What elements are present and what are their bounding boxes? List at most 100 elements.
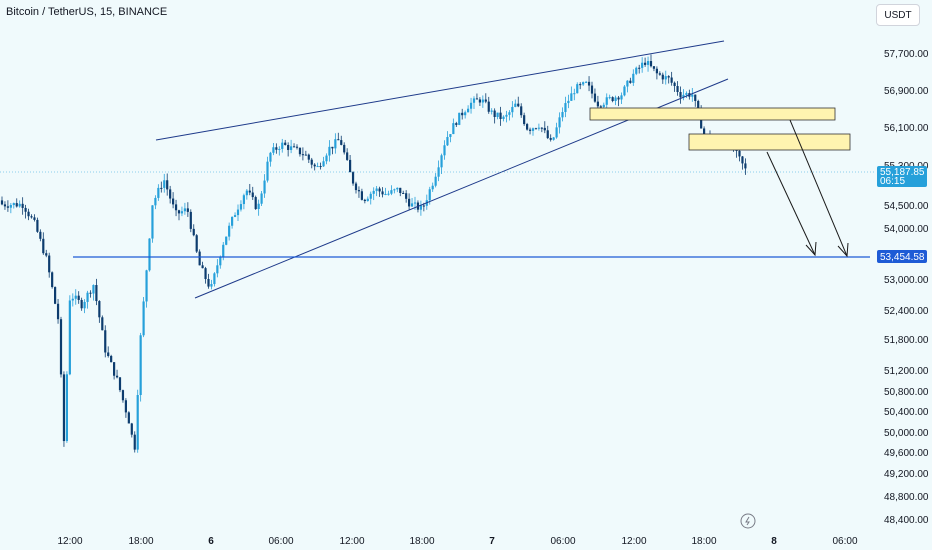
candle-down xyxy=(251,192,254,198)
candle-down xyxy=(186,208,189,212)
wedge-upper-trendline[interactable] xyxy=(155,40,725,141)
candle-down xyxy=(56,303,60,320)
candle-down xyxy=(744,163,747,169)
candle-up xyxy=(496,112,499,117)
candle-up xyxy=(626,80,629,87)
price-tick-label: 57,700.00 xyxy=(884,49,929,60)
candle-up xyxy=(413,202,417,204)
candle-up xyxy=(142,301,145,336)
price-tick-label: 50,400.00 xyxy=(884,407,929,418)
candle-down xyxy=(658,73,661,75)
candle-up xyxy=(664,76,667,80)
candle-up xyxy=(139,335,142,396)
candle-up xyxy=(83,301,86,309)
candle-down xyxy=(381,191,384,195)
candle-up xyxy=(605,97,608,105)
candle-up xyxy=(443,145,446,156)
candle-up xyxy=(464,112,467,116)
candle-down xyxy=(204,268,207,280)
candle-down xyxy=(0,200,4,205)
candle-down xyxy=(301,154,304,156)
candle-up xyxy=(431,185,434,190)
candle-down xyxy=(587,81,591,86)
support-price-badge: 53,454.58 xyxy=(877,250,927,263)
candle-up xyxy=(92,285,95,294)
candle-down xyxy=(107,352,110,356)
candle-up xyxy=(260,193,263,204)
candle-up xyxy=(148,238,151,271)
arrowhead-2 xyxy=(837,242,849,258)
candle-down xyxy=(133,434,136,450)
time-tick-label: 06:00 xyxy=(832,536,857,547)
candle-up xyxy=(228,225,231,237)
price-tick-label: 49,200.00 xyxy=(884,469,929,480)
candle-down xyxy=(254,197,257,209)
candle-down xyxy=(89,292,92,294)
supply-zone-1[interactable] xyxy=(589,107,836,121)
candle-down xyxy=(104,330,107,353)
price-tick-label: 51,800.00 xyxy=(884,335,929,346)
candle-down xyxy=(174,204,178,211)
price-tick-label: 50,000.00 xyxy=(884,428,929,439)
candle-up xyxy=(552,137,555,140)
candle-up xyxy=(366,198,369,202)
candle-up xyxy=(231,216,234,226)
candle-down xyxy=(546,130,549,139)
candle-down xyxy=(694,94,697,101)
candle-down xyxy=(461,112,464,116)
candle-up xyxy=(272,147,275,153)
candle-up xyxy=(467,108,470,113)
candle-down xyxy=(673,82,676,87)
candle-down xyxy=(593,93,597,102)
time-tick-label: 12:00 xyxy=(339,536,364,547)
candle-down xyxy=(45,253,48,256)
candle-down xyxy=(192,228,195,236)
projection-arrow-2[interactable] xyxy=(789,119,848,257)
supply-zone-2[interactable] xyxy=(688,133,851,151)
candle-down xyxy=(661,74,664,80)
candle-up xyxy=(481,99,484,103)
candle-down xyxy=(24,207,27,212)
candle-down xyxy=(526,124,529,130)
candle-up xyxy=(257,203,260,209)
candle-down xyxy=(95,285,98,302)
candle-up xyxy=(393,189,396,191)
candle-up xyxy=(623,86,626,96)
price-tick-label: 56,900.00 xyxy=(884,86,929,97)
price-axis[interactable]: 57,700.0056,900.0056,100.0055,300.0054,5… xyxy=(884,49,929,526)
candle-down xyxy=(540,127,543,129)
price-tick-label: 50,800.00 xyxy=(884,387,929,398)
candle-up xyxy=(216,265,219,274)
candle-down xyxy=(21,203,24,208)
candle-up xyxy=(269,152,272,162)
candle-up xyxy=(440,155,443,168)
candle-down xyxy=(475,98,479,100)
candle-up xyxy=(614,97,617,102)
projection-arrow-1[interactable] xyxy=(766,151,816,256)
candle-up xyxy=(145,270,148,302)
candle-down xyxy=(534,128,538,130)
candle-up xyxy=(558,117,561,128)
drawings-layer[interactable] xyxy=(73,40,870,299)
candle-up xyxy=(632,73,635,83)
candle-down xyxy=(130,423,133,435)
candle-up xyxy=(602,104,605,108)
candle-up xyxy=(222,244,225,257)
candle-up xyxy=(225,236,228,245)
candle-down xyxy=(15,203,18,207)
candles-layer xyxy=(0,54,747,453)
candle-up xyxy=(74,295,77,299)
candle-up xyxy=(12,203,15,206)
candle-up xyxy=(608,97,611,99)
candle-down xyxy=(198,251,201,266)
candle-down xyxy=(679,91,682,98)
candle-down xyxy=(455,123,458,125)
candle-up xyxy=(555,127,558,138)
candle-down xyxy=(337,139,340,141)
replay-icon[interactable] xyxy=(740,513,756,529)
candle-down xyxy=(360,191,363,200)
currency-button[interactable]: USDT xyxy=(876,4,920,26)
time-axis[interactable]: 12:00 18:00 6 06:00 12:00 18:00 7 06:00 12:00 18:… xyxy=(57,536,857,547)
